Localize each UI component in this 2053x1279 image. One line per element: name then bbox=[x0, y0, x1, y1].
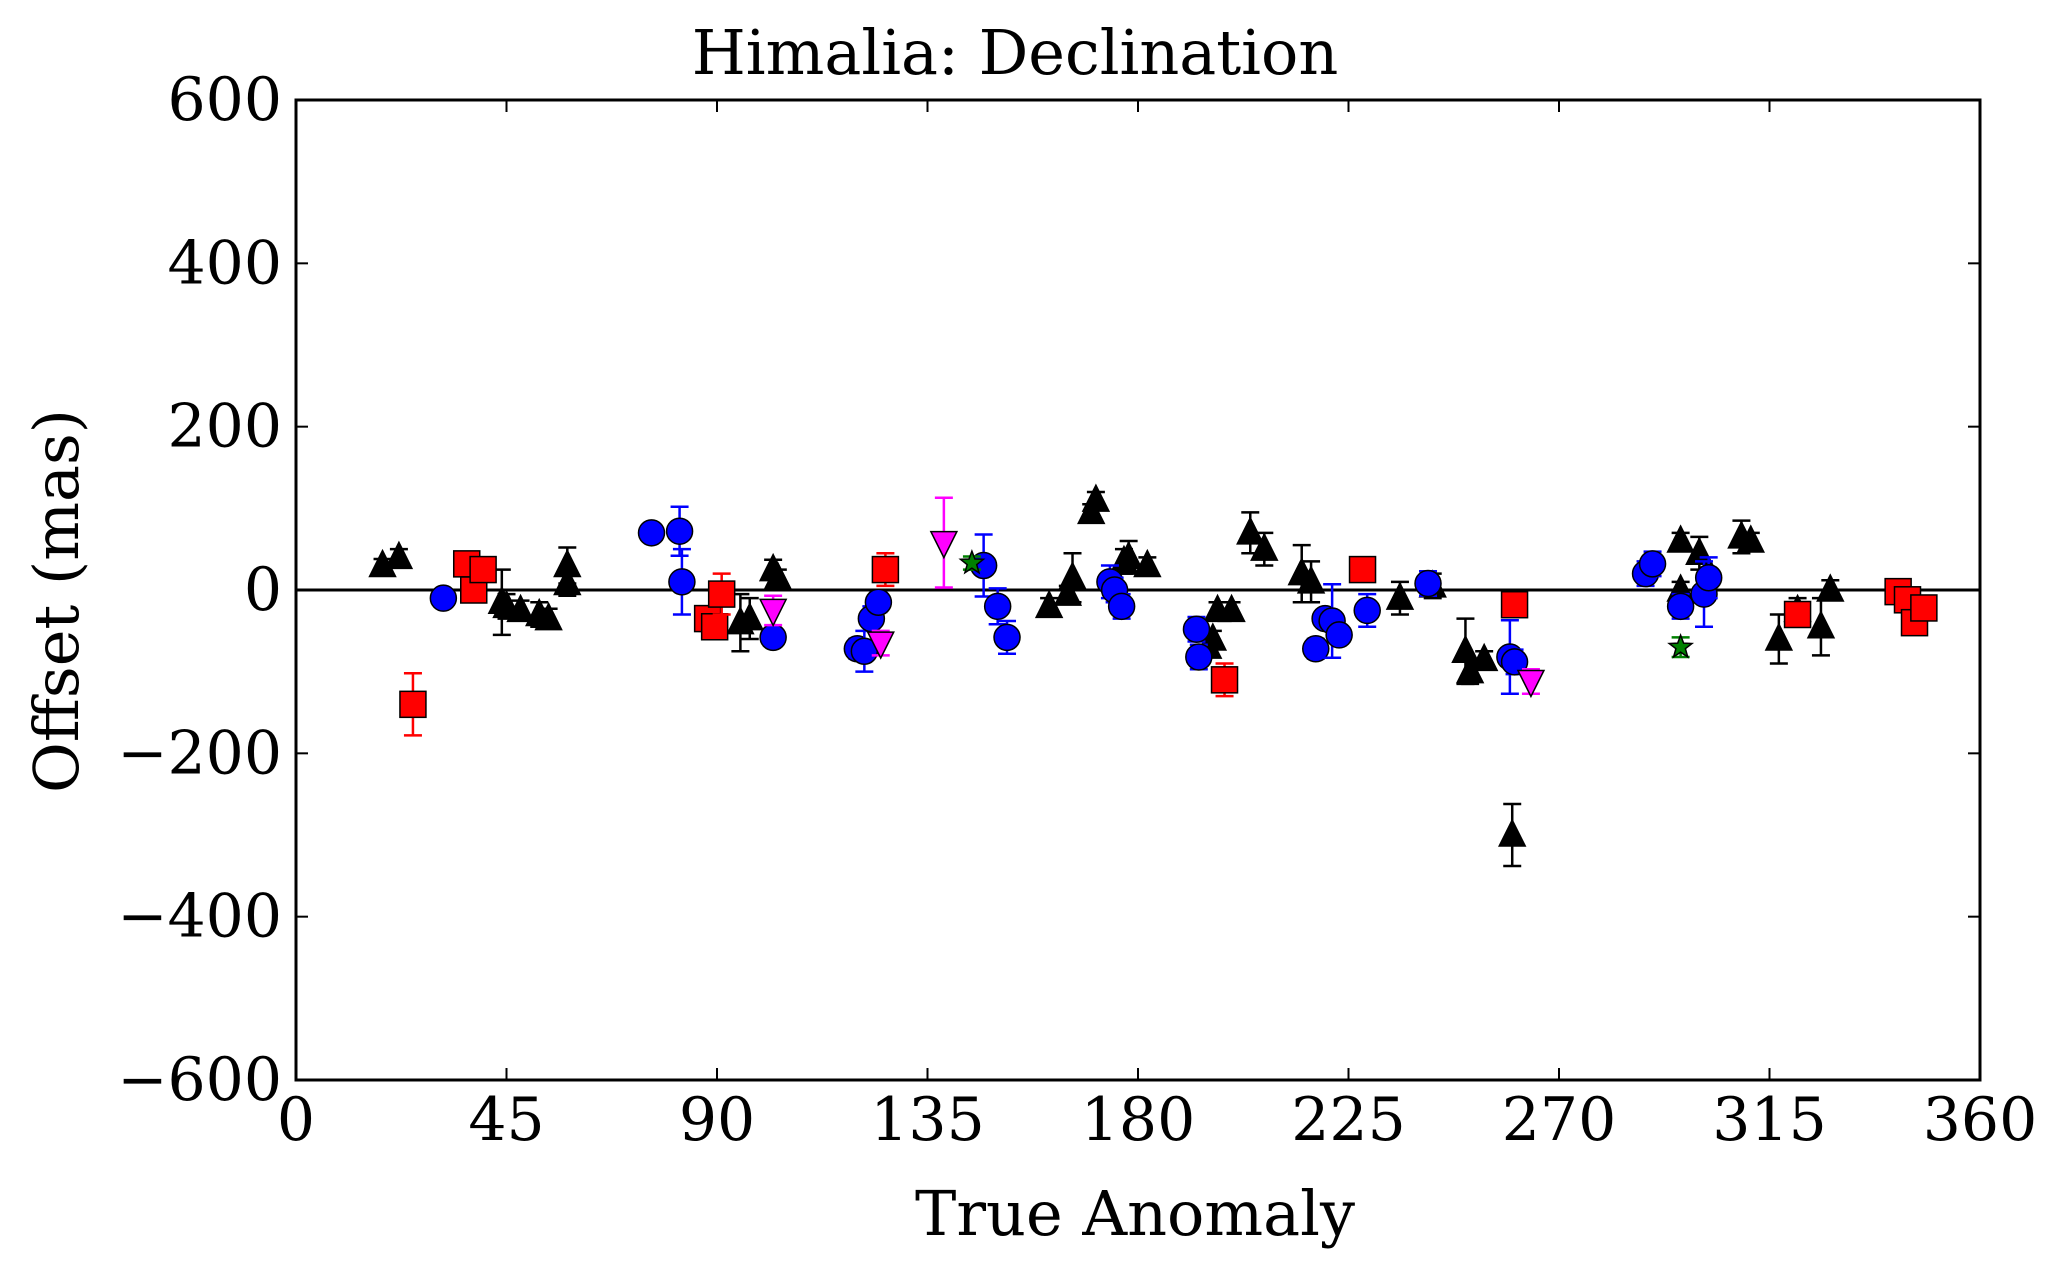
y-tick-label: 400 bbox=[167, 228, 282, 298]
data-point bbox=[763, 561, 793, 590]
data-point bbox=[665, 517, 694, 545]
data-point bbox=[506, 593, 535, 623]
data-point bbox=[1058, 561, 1087, 590]
x-tick-label: 360 bbox=[1923, 1085, 2038, 1155]
data-point bbox=[1500, 648, 1529, 676]
data-point bbox=[1185, 643, 1213, 671]
data-point bbox=[1910, 594, 1938, 622]
data-point bbox=[1806, 610, 1836, 639]
data-point bbox=[1764, 622, 1794, 651]
x-tick-label: 315 bbox=[1712, 1085, 1827, 1155]
data-point bbox=[429, 584, 458, 612]
data-point bbox=[1638, 550, 1667, 578]
y-axis-label: Offset (mas) bbox=[20, 409, 93, 793]
x-tick-label: 225 bbox=[1291, 1085, 1406, 1155]
data-point bbox=[983, 592, 1012, 621]
data-point bbox=[1296, 565, 1326, 594]
data-point bbox=[1498, 818, 1527, 847]
data-point bbox=[384, 540, 414, 570]
data-point bbox=[1107, 592, 1136, 621]
data-point bbox=[1516, 669, 1546, 699]
x-tick-label: 135 bbox=[870, 1085, 985, 1155]
data-point bbox=[1325, 621, 1353, 649]
x-tick-label: 90 bbox=[679, 1085, 755, 1155]
y-tick-label: 200 bbox=[167, 392, 282, 462]
data-point bbox=[1783, 600, 1812, 629]
x-tick-label: 180 bbox=[1081, 1085, 1196, 1155]
data-point bbox=[1385, 581, 1415, 610]
x-axis-label: True Anomaly bbox=[915, 1177, 1355, 1250]
data-point bbox=[1236, 516, 1265, 545]
data-point bbox=[700, 613, 729, 641]
data-point bbox=[1666, 524, 1695, 553]
data-point bbox=[1667, 633, 1695, 659]
x-tick-label: 270 bbox=[1502, 1085, 1617, 1155]
y-tick-label: 600 bbox=[167, 65, 282, 135]
data-point bbox=[1694, 564, 1723, 592]
data-point bbox=[1500, 590, 1529, 619]
data-point bbox=[1666, 592, 1695, 621]
data-point bbox=[1469, 642, 1499, 672]
x-tick-label: 0 bbox=[277, 1085, 315, 1155]
data-point bbox=[1133, 548, 1162, 578]
data-point bbox=[534, 601, 563, 631]
data-point bbox=[864, 588, 893, 616]
data-point bbox=[759, 623, 787, 652]
data-point bbox=[1217, 593, 1246, 623]
data-point bbox=[1250, 532, 1279, 561]
data-point bbox=[929, 530, 959, 560]
data-point bbox=[1353, 596, 1381, 625]
data-point bbox=[399, 690, 427, 719]
data-point bbox=[1210, 666, 1239, 694]
data-point bbox=[1114, 540, 1143, 570]
y-tick-label: 0 bbox=[244, 555, 282, 625]
data-point bbox=[993, 623, 1021, 652]
data-point bbox=[958, 548, 986, 575]
data-point bbox=[1816, 573, 1845, 602]
data-point bbox=[1182, 615, 1211, 643]
y-tick-label: −600 bbox=[117, 1045, 282, 1115]
y-tick-label: −400 bbox=[117, 882, 282, 952]
data-point bbox=[871, 555, 900, 584]
data-point bbox=[1348, 555, 1377, 584]
plot-area: 0 45 90 135 180 225 270 315 360 −600 −400 −200 0 200 4… bbox=[117, 65, 2037, 1155]
chart-title: Himalia: Declination bbox=[692, 16, 1339, 89]
x-tick-label: 45 bbox=[468, 1085, 544, 1155]
data-point bbox=[553, 548, 582, 578]
data-point bbox=[1081, 483, 1111, 512]
data-point bbox=[1736, 524, 1766, 553]
data-point bbox=[735, 601, 764, 631]
data-point bbox=[637, 519, 666, 547]
data-point bbox=[866, 631, 895, 660]
data-point bbox=[469, 555, 497, 584]
data-point bbox=[1414, 569, 1442, 598]
data-point bbox=[668, 568, 696, 596]
data-point bbox=[1302, 635, 1330, 663]
data-point bbox=[707, 580, 736, 608]
data-point bbox=[758, 598, 788, 628]
y-tick-label: −200 bbox=[117, 718, 282, 788]
data-point bbox=[1451, 634, 1480, 663]
data-point bbox=[1053, 577, 1083, 606]
